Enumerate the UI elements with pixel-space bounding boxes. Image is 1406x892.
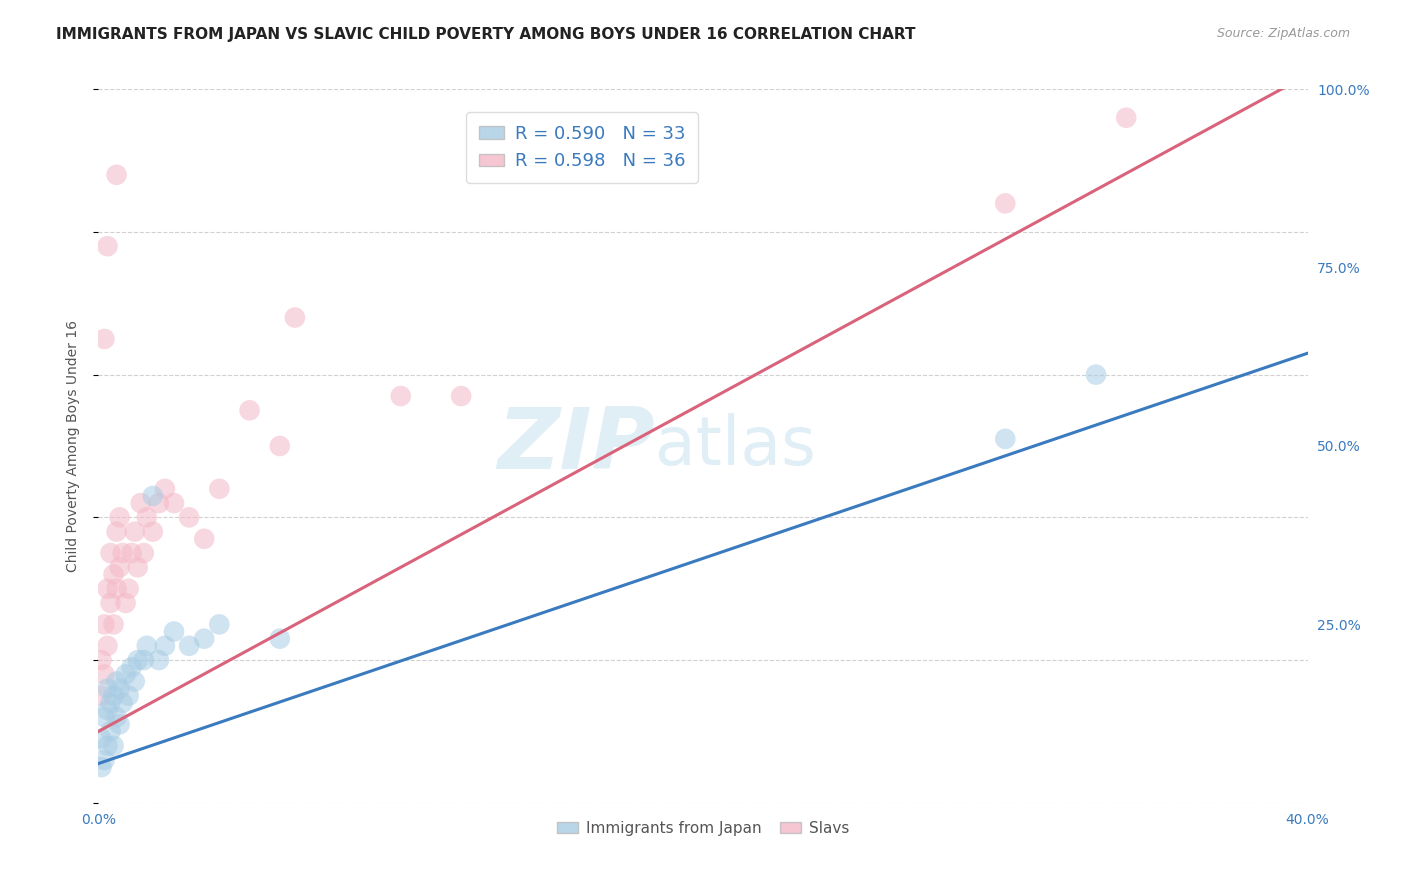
Point (129, 496, 152, 510)
Point (153, 482, 176, 496)
Point (179, 639, 201, 653)
Point (1115, 111, 1137, 125)
Point (193, 632, 215, 646)
Point (111, 546, 134, 560)
Point (124, 524, 146, 539)
Point (114, 596, 136, 610)
Point (96, 703, 118, 717)
Point (1085, 368, 1108, 382)
Point (142, 524, 165, 539)
Point (121, 660, 143, 674)
Point (450, 389, 472, 403)
Point (284, 310, 307, 325)
Point (148, 496, 170, 510)
Point (114, 667, 136, 681)
Point (93, 710, 115, 724)
Text: IMMIGRANTS FROM JAPAN VS SLAVIC CHILD POVERTY AMONG BOYS UNDER 16 CORRELATION CH: IMMIGRANTS FROM JAPAN VS SLAVIC CHILD PO… (56, 27, 915, 42)
Y-axis label: Child Poverty Among Boys Under 16: Child Poverty Among Boys Under 16 (66, 320, 80, 572)
Point (153, 639, 176, 653)
Point (108, 510, 131, 524)
Point (108, 717, 131, 731)
Point (994, 196, 1017, 211)
Point (90, 731, 112, 746)
Point (135, 510, 157, 524)
Point (163, 496, 186, 510)
Point (118, 582, 141, 596)
Point (93, 332, 115, 346)
Point (124, 674, 146, 689)
Point (208, 482, 231, 496)
Point (111, 696, 134, 710)
Point (96, 681, 118, 696)
Point (93, 667, 115, 681)
Point (105, 524, 128, 539)
Point (93, 753, 115, 767)
Point (269, 632, 291, 646)
Legend: Immigrants from Japan, Slavs: Immigrants from Japan, Slavs (548, 812, 858, 845)
Point (118, 689, 141, 703)
Point (127, 560, 149, 574)
Point (103, 739, 125, 753)
Point (96, 582, 118, 596)
Point (135, 639, 157, 653)
Point (389, 389, 412, 403)
Point (269, 439, 291, 453)
Point (132, 653, 155, 667)
Point (105, 168, 128, 182)
Point (127, 653, 149, 667)
Point (163, 624, 186, 639)
Point (100, 596, 122, 610)
Point (93, 617, 115, 632)
Point (148, 653, 170, 667)
Point (105, 674, 128, 689)
Point (994, 432, 1017, 446)
Point (90, 653, 112, 667)
Point (105, 710, 128, 724)
Text: ZIP: ZIP (496, 404, 655, 488)
Point (96, 639, 118, 653)
Text: atlas: atlas (655, 413, 815, 479)
Point (103, 689, 125, 703)
Text: Source: ZipAtlas.com: Source: ZipAtlas.com (1216, 27, 1350, 40)
Point (90, 689, 112, 703)
Point (100, 724, 122, 739)
Point (208, 617, 231, 632)
Point (132, 546, 155, 560)
Point (142, 489, 165, 503)
Point (108, 681, 131, 696)
Point (239, 403, 262, 417)
Point (103, 617, 125, 632)
Point (105, 582, 128, 596)
Point (96, 739, 118, 753)
Point (193, 532, 215, 546)
Point (103, 567, 125, 582)
Point (90, 760, 112, 774)
Point (100, 696, 122, 710)
Point (121, 546, 143, 560)
Point (179, 510, 201, 524)
Point (108, 560, 131, 574)
Point (100, 546, 122, 560)
Point (96, 239, 118, 253)
